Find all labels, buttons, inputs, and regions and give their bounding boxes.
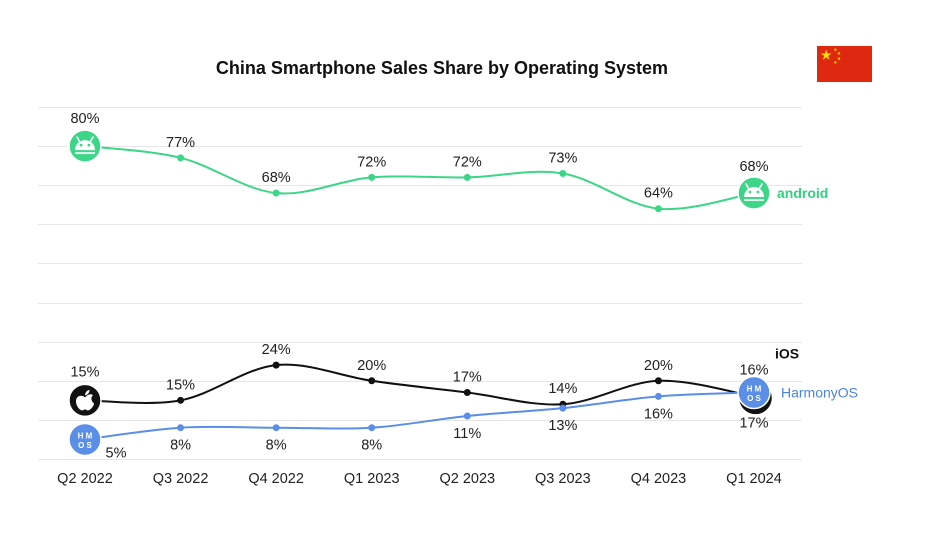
x-tick-label: Q1 2023 — [344, 471, 400, 487]
android-data-label: 77% — [166, 135, 195, 151]
series-icons: H MO SH MO S — [68, 129, 774, 457]
harmonyos-point — [368, 424, 376, 432]
ios-data-label: 15% — [166, 377, 195, 393]
android-end-icon — [737, 176, 771, 210]
ios-point — [368, 377, 376, 385]
android-data-label: 80% — [70, 111, 99, 127]
harmonyos-data-label: 8% — [361, 438, 382, 454]
ios-line — [84, 363, 755, 406]
series-label-ios: iOS — [775, 345, 799, 361]
gridlines — [38, 107, 802, 460]
flag-small-star-icon — [833, 48, 838, 52]
ios-point — [654, 377, 662, 385]
x-tick-label: Q2 2023 — [439, 471, 495, 487]
china-flag-icon — [817, 46, 872, 82]
x-tick-label: Q3 2022 — [153, 471, 209, 487]
flag-field — [817, 46, 872, 82]
harmonyos-logo-text: O S — [747, 394, 761, 403]
harmonyos-end-icon: H MO S — [737, 375, 771, 410]
flag-small-star-icon — [837, 51, 841, 56]
harmonyos-data-label: 11% — [453, 426, 481, 442]
series-label-harmonyos: HarmonyOS — [781, 385, 858, 401]
harmonyos-point — [463, 412, 471, 420]
x-tick-label: Q1 2024 — [726, 471, 782, 487]
ios-data-label: 14% — [548, 381, 577, 397]
android-data-label: 68% — [262, 170, 291, 186]
harmonyos-data-label: 13% — [548, 418, 577, 434]
harmonyos-logo-text: O S — [78, 441, 92, 450]
apple-start-icon — [68, 383, 102, 418]
series-label-android: android — [777, 185, 828, 201]
android-point — [463, 173, 471, 181]
series-end-labels: android iOS HarmonyOS — [775, 185, 858, 400]
ios-data-label: 15% — [70, 364, 99, 380]
series-lines — [84, 145, 755, 441]
harmonyos-data-label: 17% — [739, 416, 768, 432]
data-labels: 80% 77% 68% 72% 72% 73% 64% 68% 15% 15% 24% 20% 17% 1… — [70, 111, 768, 461]
harmonyos-point — [654, 392, 662, 400]
harmonyos-start-icon: H MO S — [68, 422, 102, 457]
ios-point — [272, 361, 280, 369]
flag-small-star-icon — [833, 60, 838, 65]
ios-data-label: 17% — [453, 370, 482, 386]
harmonyos-data-label: 8% — [266, 438, 287, 454]
android-data-label: 68% — [739, 159, 768, 175]
chart-title: China Smartphone Sales Share by Operatin… — [216, 58, 668, 78]
x-tick-label: Q4 2022 — [248, 471, 304, 487]
x-tick-label: Q3 2023 — [535, 471, 591, 487]
x-axis-tick-labels: Q2 2022 Q3 2022 Q4 2022 Q1 2023 Q2 2023 Q3 20… — [57, 471, 782, 487]
android-point — [272, 189, 280, 197]
series-points — [177, 154, 662, 432]
flag-large-star-icon — [820, 49, 832, 60]
android-start-icon — [68, 129, 102, 163]
harmonyos-data-label: 5% — [106, 445, 127, 461]
harmonyos-point — [559, 404, 567, 412]
android-data-label: 64% — [644, 186, 673, 202]
android-line — [84, 145, 755, 211]
flag-small-star-icon — [837, 56, 841, 61]
harmonyos-data-label: 16% — [644, 406, 673, 422]
ios-data-label: 20% — [644, 358, 673, 374]
x-tick-label: Q2 2022 — [57, 471, 113, 487]
harmonyos-logo-text: H M — [747, 385, 762, 394]
harmonyos-point — [177, 424, 185, 432]
android-data-label: 72% — [357, 154, 386, 170]
android-point — [177, 154, 185, 162]
android-point — [368, 173, 376, 181]
harmonyos-line — [84, 391, 755, 441]
ios-point — [463, 389, 471, 397]
harmonyos-data-label: 8% — [170, 438, 191, 454]
harmonyos-point — [272, 424, 280, 432]
android-point — [654, 205, 662, 213]
android-data-label: 72% — [453, 154, 482, 170]
android-point — [559, 169, 567, 177]
ios-point — [177, 396, 185, 404]
ios-data-label: 24% — [262, 342, 291, 358]
android-data-label: 73% — [548, 150, 577, 166]
ios-data-label: 20% — [357, 358, 386, 374]
harmonyos-logo-text: H M — [78, 431, 93, 440]
ios-data-label: 16% — [739, 362, 768, 378]
x-tick-label: Q4 2023 — [631, 471, 687, 487]
